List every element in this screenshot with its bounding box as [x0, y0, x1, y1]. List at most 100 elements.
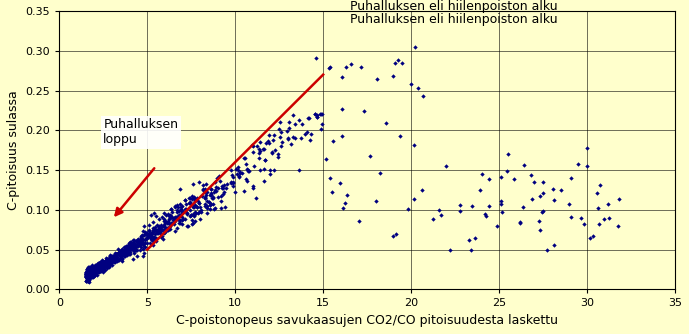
- Point: [136, 239, 147, 245]
- Point: [138, 228, 149, 233]
- Point: [495, 199, 506, 204]
- Point: [88, 266, 99, 272]
- Point: [249, 163, 260, 168]
- Point: [136, 239, 147, 245]
- Point: [272, 154, 283, 159]
- Point: [92, 263, 103, 269]
- Point: [93, 265, 104, 270]
- Point: [104, 259, 115, 264]
- Point: [302, 115, 313, 121]
- Point: [98, 265, 109, 271]
- Point: [91, 267, 102, 272]
- Point: [123, 241, 134, 246]
- Point: [128, 247, 139, 252]
- Point: [163, 213, 174, 219]
- Point: [148, 242, 159, 248]
- Point: [116, 256, 127, 261]
- Point: [81, 271, 92, 276]
- Point: [338, 205, 349, 210]
- Point: [316, 112, 327, 117]
- Point: [104, 257, 115, 263]
- Point: [81, 271, 92, 276]
- Point: [81, 274, 92, 279]
- Point: [109, 255, 120, 261]
- Point: [83, 278, 94, 284]
- Point: [289, 136, 300, 141]
- Point: [101, 258, 112, 263]
- Point: [193, 180, 204, 185]
- Point: [165, 214, 176, 219]
- Point: [159, 221, 170, 226]
- Point: [96, 259, 107, 265]
- Point: [200, 195, 211, 201]
- Point: [138, 240, 149, 245]
- Point: [83, 274, 94, 280]
- Point: [180, 207, 191, 212]
- Point: [86, 270, 97, 276]
- Point: [89, 271, 100, 276]
- Point: [105, 255, 116, 260]
- Point: [264, 167, 275, 173]
- Point: [83, 277, 94, 283]
- Point: [107, 257, 118, 263]
- Point: [247, 185, 258, 190]
- Point: [495, 201, 506, 207]
- Point: [181, 211, 192, 216]
- Point: [218, 185, 229, 191]
- Point: [90, 265, 101, 270]
- Point: [613, 223, 624, 229]
- Point: [136, 232, 147, 237]
- Point: [90, 267, 101, 272]
- Point: [85, 265, 96, 271]
- Point: [181, 210, 192, 216]
- Point: [325, 64, 336, 69]
- Text: Puhalluksen
loppu: Puhalluksen loppu: [103, 118, 178, 146]
- Point: [174, 220, 185, 226]
- Point: [579, 222, 590, 227]
- Point: [112, 255, 123, 260]
- Point: [103, 259, 114, 265]
- Point: [143, 228, 154, 233]
- Point: [96, 260, 107, 265]
- Point: [136, 234, 147, 239]
- Point: [119, 253, 130, 259]
- Point: [109, 252, 120, 257]
- Point: [317, 121, 328, 127]
- Point: [86, 272, 97, 277]
- Point: [96, 259, 107, 264]
- Point: [484, 204, 495, 209]
- Point: [304, 116, 315, 121]
- Point: [149, 231, 160, 237]
- Point: [107, 257, 118, 262]
- Point: [167, 209, 178, 215]
- Point: [145, 234, 156, 239]
- Point: [83, 274, 94, 279]
- Point: [91, 267, 102, 272]
- Point: [108, 255, 119, 261]
- Point: [316, 126, 327, 131]
- Point: [396, 60, 407, 66]
- Point: [154, 224, 165, 229]
- Point: [81, 270, 92, 275]
- Y-axis label: C-pitoisuus sulassa: C-pitoisuus sulassa: [7, 90, 20, 210]
- Point: [535, 193, 546, 199]
- Point: [199, 186, 210, 192]
- Point: [96, 267, 107, 272]
- Point: [145, 231, 156, 237]
- Point: [93, 267, 104, 273]
- Point: [151, 229, 162, 234]
- Point: [111, 255, 122, 261]
- Point: [152, 230, 163, 236]
- Point: [254, 150, 265, 155]
- Point: [139, 231, 150, 237]
- Point: [86, 266, 97, 271]
- Point: [89, 271, 100, 276]
- Point: [87, 265, 98, 270]
- Point: [240, 177, 251, 182]
- Point: [177, 222, 188, 227]
- Point: [97, 260, 108, 265]
- Point: [192, 195, 203, 200]
- Point: [88, 268, 99, 273]
- Point: [200, 192, 211, 197]
- Point: [243, 167, 254, 173]
